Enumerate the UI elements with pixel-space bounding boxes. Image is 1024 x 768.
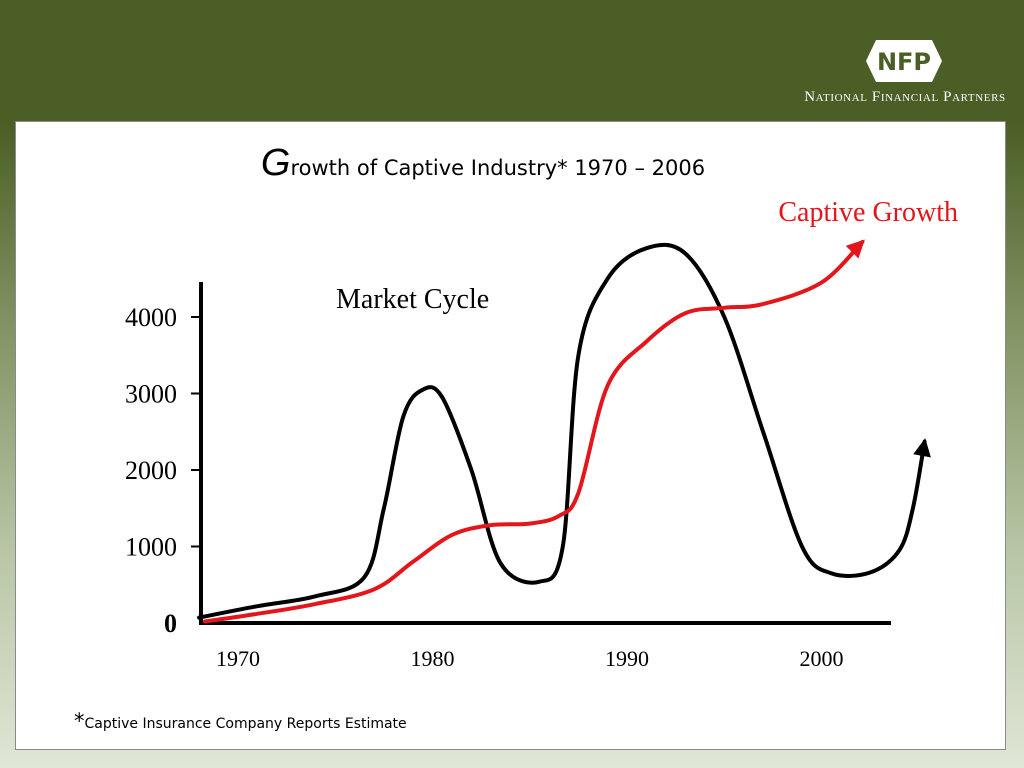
footnote: *Captive Insurance Company Reports Estim… — [74, 709, 407, 733]
market-cycle-label: Market Cycle — [336, 284, 489, 315]
nfp-logo: NFP National Financial Partners — [800, 40, 1010, 110]
y-tick-label-4000: 4000 — [125, 303, 177, 332]
x-tick-label-1990: 1990 — [605, 646, 649, 671]
y-tick-label-3000: 3000 — [125, 380, 177, 409]
x-tick-label-2000: 2000 — [800, 646, 844, 671]
nfp-logo-mark-text: NFP — [877, 48, 931, 76]
nfp-logo-mark: NFP — [866, 40, 942, 82]
nfp-logo-text: National Financial Partners — [804, 89, 1006, 105]
content-panel: Growth of Captive Industry* 1970 – 2006 … — [15, 121, 1006, 750]
x-tick-label-1970: 1970 — [216, 646, 260, 671]
chart-title-initial: G — [260, 142, 291, 184]
footnote-marker: * — [74, 709, 85, 733]
chart-title: Growth of Captive Industry* 1970 – 2006 — [16, 142, 950, 185]
y-tick-label-0: 0 — [164, 609, 177, 638]
footnote-text: Captive Insurance Company Reports Estima… — [84, 716, 407, 732]
market-cycle-line — [197, 242, 931, 620]
growth-chart: 0 1000 2000 3000 4000 1970 1980 1990 2000 Market … — [125, 197, 958, 671]
y-tick-label-2000: 2000 — [125, 456, 177, 485]
y-tick-label-1000: 1000 — [125, 533, 177, 562]
x-tick-label-1980: 1980 — [411, 646, 455, 671]
chart-title-text: rowth of Captive Industry* 1970 – 2006 — [290, 156, 706, 180]
captive-growth-label: Captive Growth — [778, 197, 958, 228]
captive-growth-line — [202, 239, 865, 624]
